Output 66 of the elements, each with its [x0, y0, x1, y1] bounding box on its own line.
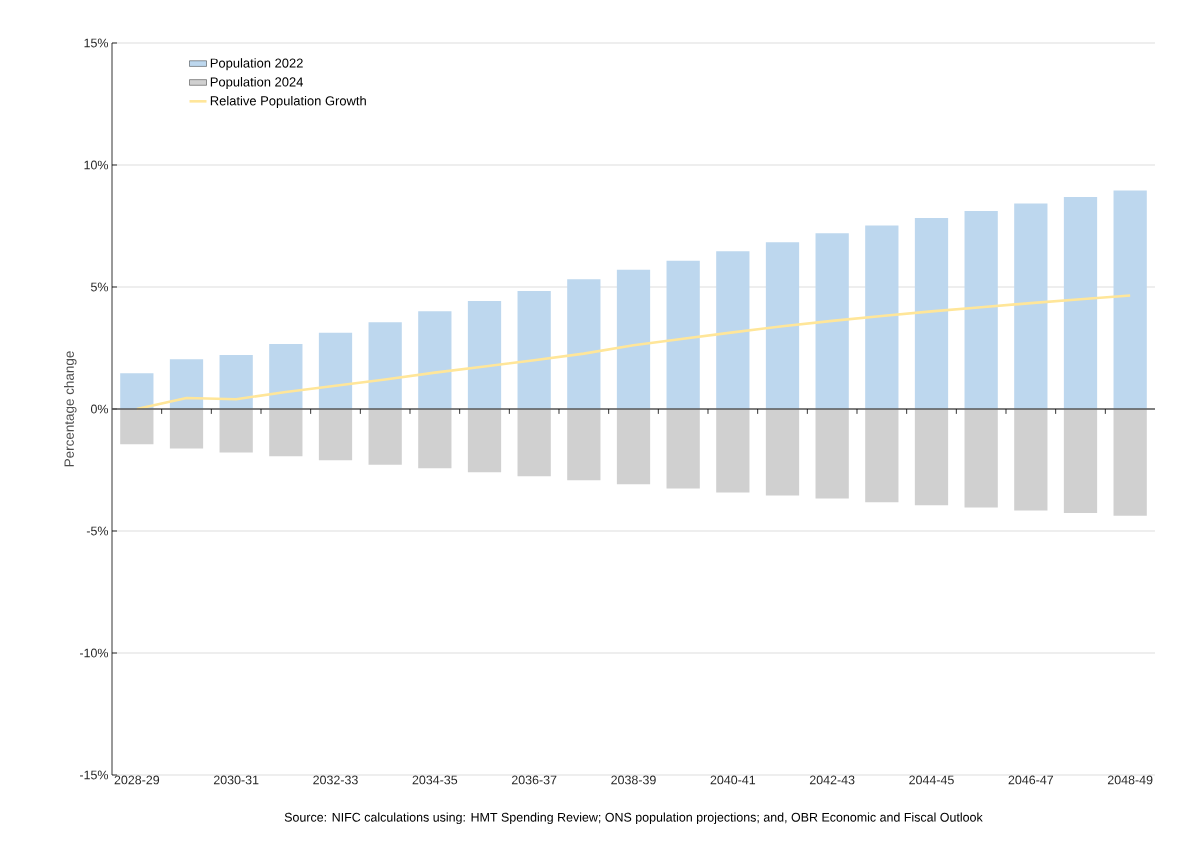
y-tick-label: 5% [90, 282, 109, 292]
bar [1014, 203, 1048, 409]
x-tick-label: 2044-45 [909, 775, 954, 785]
x-tick-label: 2042-43 [809, 775, 855, 785]
bar [1063, 196, 1098, 409]
bar [368, 322, 402, 409]
bar [815, 409, 849, 499]
x-tick-label: 2048-49 [1107, 775, 1153, 785]
bar [1014, 409, 1048, 511]
x-tick-label: 2030-31 [213, 775, 259, 785]
bar [765, 409, 800, 496]
bar [517, 409, 551, 477]
bar [169, 409, 204, 449]
bar [666, 260, 700, 409]
bar [467, 300, 502, 409]
bar [219, 409, 253, 453]
bar [914, 217, 949, 409]
bar [219, 355, 253, 409]
x-tick-label: 2036-37 [511, 775, 557, 785]
legend-label: Population 2022 [210, 58, 303, 71]
line-series [135, 294, 1132, 411]
x-tick-label: 2028-29 [114, 775, 160, 785]
bar [865, 225, 899, 409]
bar [716, 251, 750, 409]
bar [964, 211, 998, 409]
y-tick-label: -10% [79, 648, 109, 658]
bar [716, 409, 750, 493]
bar [1113, 190, 1147, 409]
bar [964, 409, 998, 508]
bar [865, 409, 899, 503]
bar [616, 409, 651, 485]
bar [318, 409, 353, 461]
bar [567, 279, 601, 409]
bar [567, 409, 601, 481]
x-tick-label: 2034-35 [412, 775, 458, 785]
bar [318, 332, 353, 409]
bar [1113, 409, 1147, 516]
bar [368, 409, 402, 465]
y-axis-title: Percentage change [64, 351, 77, 467]
bar [765, 242, 800, 409]
bar [1063, 409, 1098, 513]
x-tick-label: 2040-41 [710, 775, 756, 785]
bar [815, 233, 849, 409]
bar [914, 409, 949, 506]
legend-label: Population 2024 [210, 77, 304, 90]
bar [120, 409, 154, 445]
y-tick-label: 15% [84, 38, 109, 48]
source-note: Source: NIFC calculations using: HMT Spending Review; ONS population projections; and, OBR Economic and Fiscal Outlook [284, 812, 983, 825]
y-tick-label: 0% [90, 404, 109, 414]
y-tick-label: 10% [84, 160, 109, 170]
bar [169, 359, 204, 409]
x-tick-label: 2032-33 [313, 775, 358, 785]
bar [120, 373, 154, 409]
bar [666, 409, 700, 489]
x-tick-label: 2038-39 [611, 775, 656, 785]
legend-label: Relative Population Growth [210, 95, 366, 108]
bar [269, 409, 303, 457]
bar [418, 311, 452, 409]
bar [517, 290, 551, 409]
y-tick-label: -5% [86, 526, 109, 536]
y-tick-label: -15% [79, 770, 109, 780]
bar [269, 344, 303, 409]
bar [418, 409, 452, 469]
bar [467, 409, 502, 473]
x-tick-label: 2046-47 [1008, 775, 1054, 785]
bar [616, 269, 651, 409]
